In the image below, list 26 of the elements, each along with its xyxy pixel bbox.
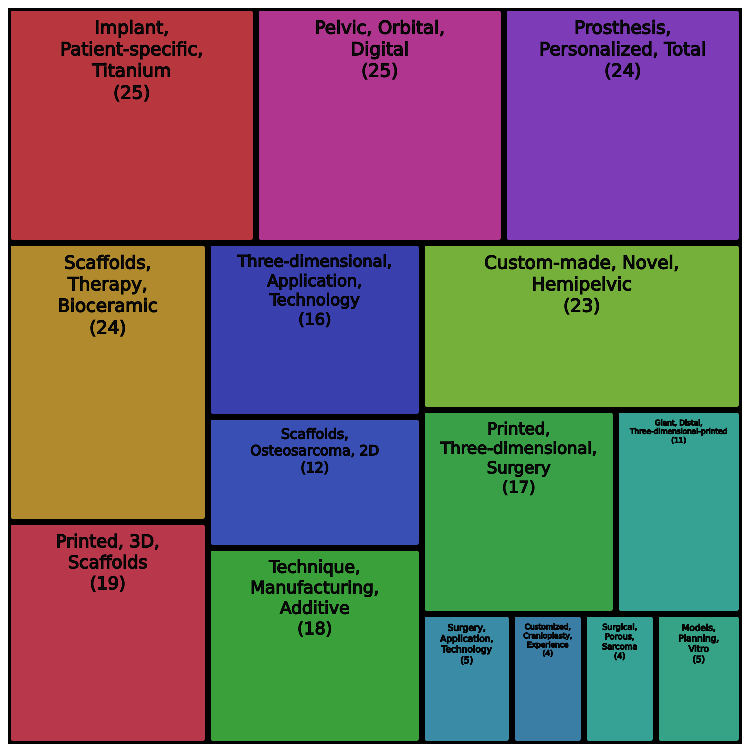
data-label: (12) [300,460,330,476]
data-label: (5) [460,656,474,666]
category-label: Pelvic, Orbital, Digital [314,18,446,61]
category-label: Surgery, Application, Technology [440,624,494,656]
data-label: (24) [604,61,642,82]
category-label: Scaffolds, Therapy, Bioceramic [58,253,158,318]
data-label: (16) [298,310,332,329]
category-label: Custom-made, Novel, Hemipelvic [484,253,680,296]
category-label: Surgical, Porous, Sarcoma [602,623,638,652]
data-label: (23) [564,296,600,318]
category-label: Implant, Patient-specific, Titanium [60,18,204,82]
data-label: (24) [90,318,126,339]
data-label: (5) [692,656,706,666]
data-label: (18) [298,620,332,640]
category-label: Prosthesis, Personalized, Total [540,18,706,61]
data-label: (25) [114,82,150,104]
data-label: (17) [502,478,536,498]
category-label: Scaffolds, Osteosarcoma, 2D [250,426,380,460]
data-label: (25) [362,61,398,82]
category-label: Printed, Three-dimensional, Surgery [440,419,598,478]
data-label: (4) [614,652,626,662]
category-label: Technique, Manufacturing, Additive [250,558,380,620]
category-label: Models, Planning, Vitro [678,624,720,655]
category-label: Printed, 3D, Scaffolds [56,532,160,574]
category-label: Three-dimensional, Application, Technology [236,252,392,310]
data-label: (19) [90,574,126,595]
